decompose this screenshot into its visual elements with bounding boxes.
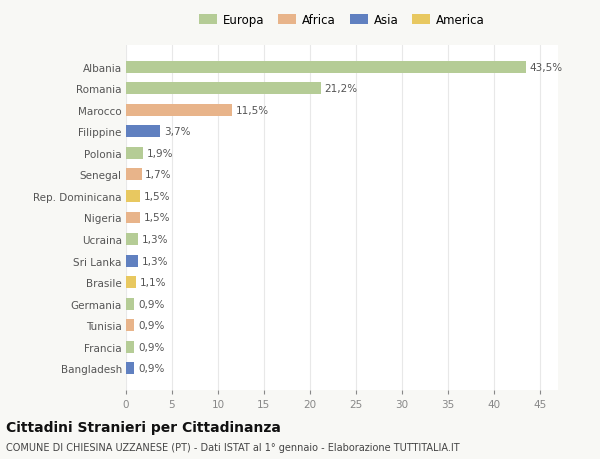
Text: Cittadini Stranieri per Cittadinanza: Cittadini Stranieri per Cittadinanza	[6, 420, 281, 434]
Text: 43,5%: 43,5%	[530, 62, 563, 73]
Bar	[126, 62, 526, 73]
Bar	[126, 105, 232, 117]
Bar	[126, 363, 134, 375]
Text: 0,9%: 0,9%	[138, 320, 164, 330]
Bar	[126, 234, 138, 246]
Bar	[126, 319, 134, 331]
Bar	[126, 126, 160, 138]
Text: 0,9%: 0,9%	[138, 342, 164, 352]
Bar	[126, 83, 321, 95]
Text: 21,2%: 21,2%	[325, 84, 358, 94]
Text: 1,9%: 1,9%	[147, 149, 173, 158]
Bar	[126, 190, 140, 202]
Bar	[126, 277, 136, 288]
Text: 1,5%: 1,5%	[143, 191, 170, 202]
Bar	[126, 148, 143, 159]
Text: 1,7%: 1,7%	[145, 170, 172, 180]
Text: 1,1%: 1,1%	[140, 278, 166, 287]
Bar	[126, 298, 134, 310]
Text: 11,5%: 11,5%	[235, 106, 269, 116]
Text: 1,3%: 1,3%	[142, 235, 168, 245]
Text: 1,5%: 1,5%	[143, 213, 170, 223]
Bar	[126, 341, 134, 353]
Bar	[126, 169, 142, 181]
Bar	[126, 212, 140, 224]
Text: 0,9%: 0,9%	[138, 364, 164, 374]
Text: 1,3%: 1,3%	[142, 256, 168, 266]
Text: COMUNE DI CHIESINA UZZANESE (PT) - Dati ISTAT al 1° gennaio - Elaborazione TUTTI: COMUNE DI CHIESINA UZZANESE (PT) - Dati …	[6, 442, 460, 452]
Text: 0,9%: 0,9%	[138, 299, 164, 309]
Text: 3,7%: 3,7%	[164, 127, 190, 137]
Bar	[126, 255, 138, 267]
Legend: Europa, Africa, Asia, America: Europa, Africa, Asia, America	[196, 11, 488, 30]
